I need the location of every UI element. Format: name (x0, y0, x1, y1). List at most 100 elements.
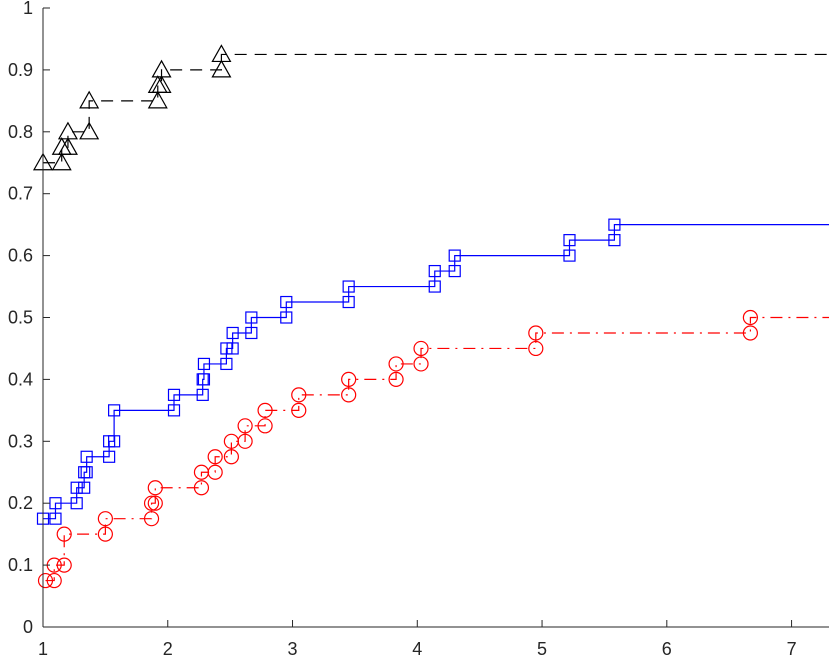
y-tick-label-0: 0 (23, 617, 33, 637)
series-0-point-5 (79, 121, 100, 140)
series-1-point-21 (226, 342, 239, 355)
series-1-point-32 (448, 249, 461, 262)
series-1-point-30 (428, 264, 441, 278)
y-tick-label-9: 0.9 (8, 60, 33, 80)
series-2-point-17 (237, 433, 253, 449)
series-1-point-1 (49, 512, 62, 525)
x-tick-label-0: 1 (38, 639, 48, 659)
y-tick-label-1: 0.1 (8, 555, 33, 575)
series-0-point-1 (51, 152, 72, 171)
series-2-point-23 (341, 387, 357, 403)
series-1-point-28 (342, 280, 355, 293)
series-2-point-14 (207, 449, 223, 465)
series-2-point-13 (207, 464, 223, 480)
series-2-point-7 (143, 511, 160, 527)
series-1-point-20 (220, 342, 233, 355)
series-1-line (43, 224, 829, 520)
series-1-point-4 (70, 481, 83, 494)
series-2-point-11 (193, 480, 210, 496)
series-2-point-26 (388, 356, 404, 372)
series-1-point-19 (220, 357, 233, 371)
y-tick-label-7: 0.7 (8, 184, 33, 204)
series-2-point-25 (388, 371, 404, 387)
series-2-point-4 (56, 526, 72, 542)
series-1-point-31 (448, 264, 461, 278)
series-2-point-6 (97, 511, 113, 527)
y-tick-label-5: 0.5 (8, 308, 33, 328)
series-2-point-19 (257, 418, 273, 434)
series-1-point-18 (197, 357, 211, 371)
series-2-point-3 (56, 557, 72, 573)
series-0-point-7 (147, 90, 168, 109)
series-1-point-25 (280, 311, 293, 324)
series-2-point-27 (413, 356, 429, 372)
x-tick-label-6: 7 (787, 639, 797, 659)
series-2-point-32 (742, 309, 759, 326)
y-tick-label-8: 0.8 (8, 122, 33, 142)
series-1-point-23 (245, 326, 258, 340)
series-2-point-10 (147, 480, 163, 496)
series-0-line (43, 53, 829, 164)
y-tick-label-6: 0.6 (8, 246, 33, 266)
series-0-point-9 (151, 75, 172, 93)
series-1-point-8 (80, 450, 93, 463)
series-0-point-4 (57, 121, 78, 140)
series-1-point-29 (428, 280, 441, 293)
series-1-point-22 (226, 326, 239, 340)
series-0-point-12 (211, 44, 232, 63)
series-0-point-3 (57, 137, 78, 155)
x-tick-label-2: 3 (288, 639, 298, 659)
series-2-point-15 (223, 449, 239, 465)
series-1-point-11 (108, 435, 121, 448)
series-1-point-27 (342, 295, 355, 309)
series-2-point-9 (147, 495, 163, 511)
series-2-point-28 (413, 340, 429, 357)
x-tick-label-3: 4 (412, 639, 422, 659)
series-2 (37, 309, 829, 589)
series-0 (32, 44, 829, 171)
y-tick-label-3: 0.3 (8, 431, 33, 451)
y-tick-label-4: 0.4 (8, 369, 33, 389)
series-1-point-5 (78, 481, 91, 494)
series-2-point-24 (341, 371, 357, 387)
series-0-point-10 (151, 59, 172, 78)
series-1-point-33 (563, 249, 576, 262)
series-1-point-3 (70, 497, 83, 510)
series-1-point-34 (563, 234, 576, 247)
x-tick-label-5: 6 (662, 639, 672, 659)
series-2-point-22 (291, 387, 307, 403)
series-2-point-5 (97, 526, 113, 542)
x-tick-label-1: 2 (163, 639, 173, 659)
series-layer (32, 44, 829, 589)
series-2-point-20 (257, 402, 273, 418)
series-1-point-7 (80, 466, 93, 479)
series-0-point-11 (211, 59, 232, 78)
series-1-point-13 (167, 404, 181, 417)
series-1-point-9 (103, 450, 116, 463)
series-1-point-36 (608, 218, 621, 231)
series-1-point-12 (108, 404, 121, 417)
series-1 (36, 218, 829, 525)
series-1-point-24 (245, 311, 258, 324)
series-2-point-1 (46, 572, 62, 589)
series-2-point-8 (143, 495, 160, 511)
series-2-point-30 (528, 325, 544, 341)
series-1-point-14 (167, 388, 181, 401)
series-2-point-18 (237, 418, 253, 434)
series-2-point-31 (742, 325, 759, 341)
y-tick-label-10: 1 (23, 0, 33, 18)
axes-layer: 1 2 3 4 5 6 7 0 0.1 0.2 0.3 0.4 0.5 0.6 0.7 0.8 0.9 1 (8, 0, 829, 659)
series-0-point-6 (79, 90, 100, 109)
series-1-point-35 (608, 234, 621, 247)
series-2-line (45, 316, 829, 582)
series-2-point-29 (528, 340, 544, 357)
x-tick-label-4: 5 (537, 639, 547, 659)
series-1-point-26 (280, 295, 293, 309)
series-1-point-17 (197, 373, 211, 386)
series-1-point-15 (196, 388, 209, 401)
series-2-point-21 (291, 402, 307, 418)
series-2-point-0 (37, 572, 54, 589)
y-tick-label-2: 0.2 (8, 493, 33, 513)
